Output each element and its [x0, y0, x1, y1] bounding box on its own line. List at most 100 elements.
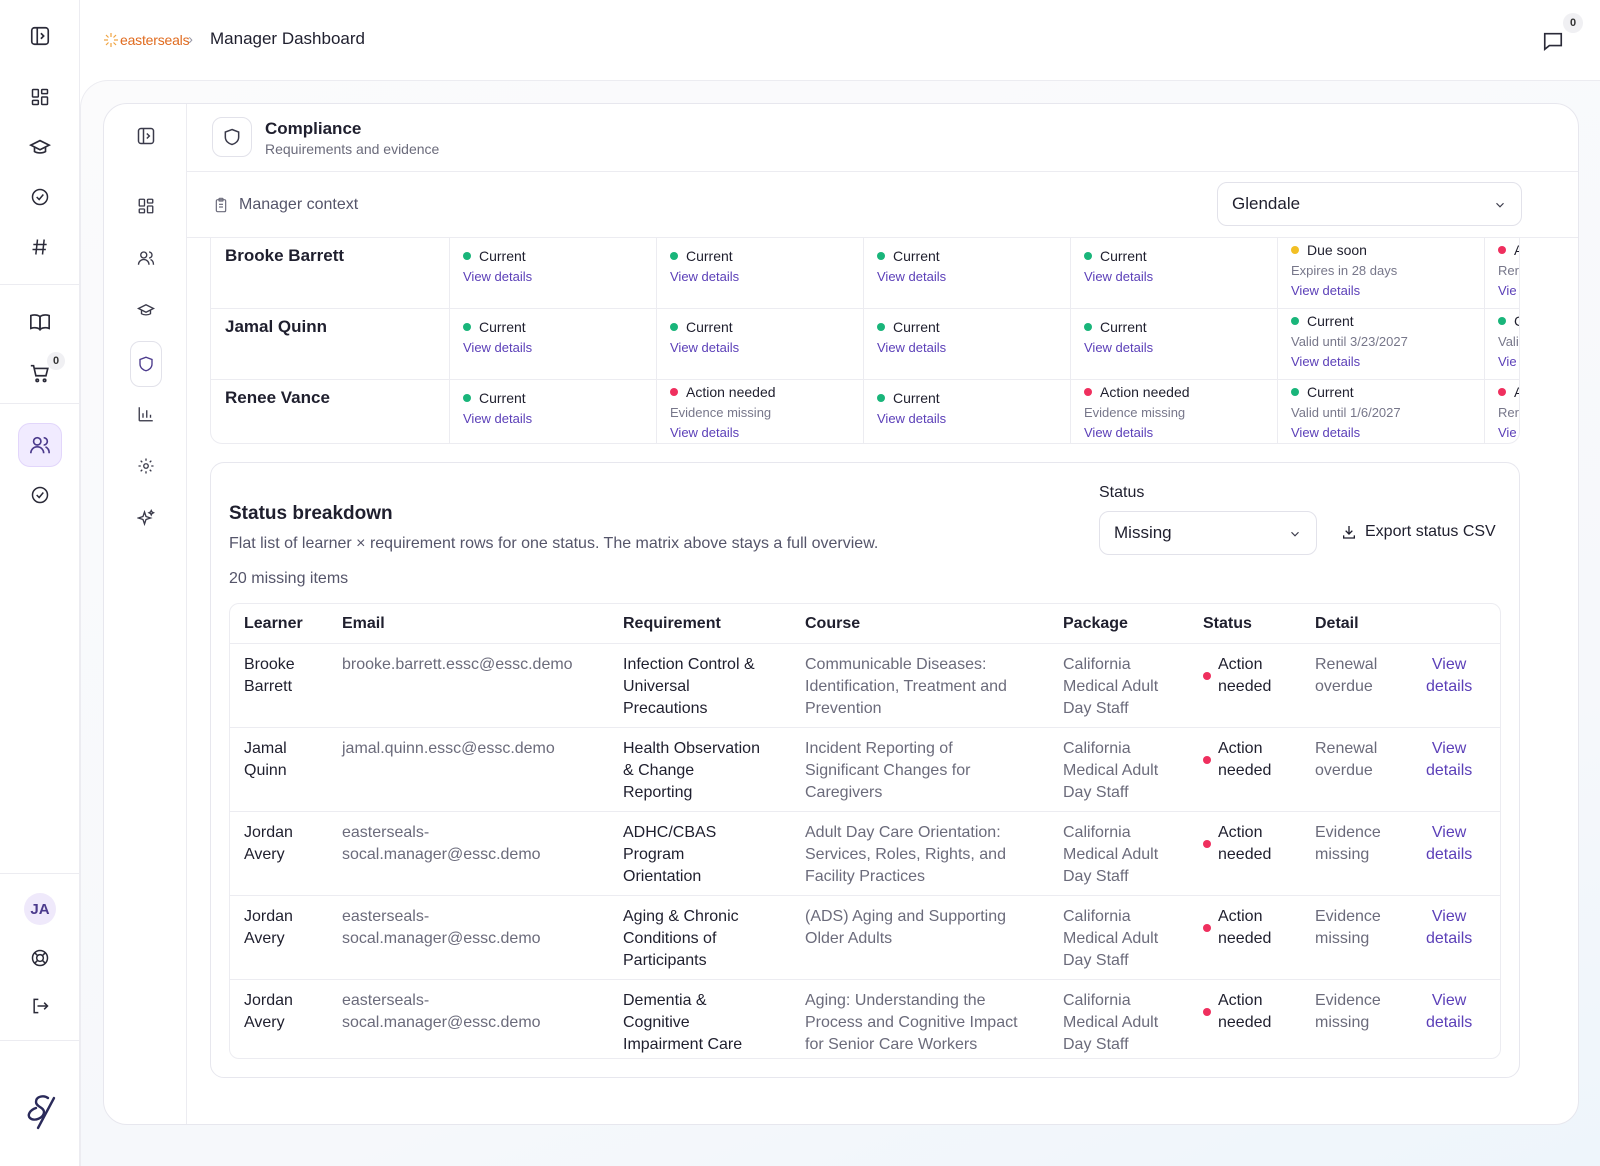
- matrix-cell: C Vali Vie: [1484, 309, 1519, 380]
- manager-context-label: Manager context: [239, 196, 359, 213]
- sidebar-toggle-icon[interactable]: [130, 120, 162, 152]
- users-icon[interactable]: [130, 242, 162, 274]
- dashboard-icon[interactable]: [20, 77, 60, 117]
- gear-icon[interactable]: [130, 450, 162, 482]
- cell-package: California Medical Adult Day Staff: [1063, 654, 1158, 720]
- chart-icon[interactable]: [130, 398, 162, 430]
- column-header[interactable]: Learner: [244, 615, 303, 632]
- status-text: Action needed: [686, 384, 776, 400]
- status-label: Action needed: [1084, 384, 1277, 400]
- export-csv-button[interactable]: Export status CSV: [1341, 523, 1496, 541]
- check-circle-icon[interactable]: [20, 475, 60, 515]
- view-details-link[interactable]: View details: [1084, 425, 1154, 440]
- column-header[interactable]: Status: [1203, 615, 1252, 632]
- view-details-link[interactable]: View details: [1426, 822, 1472, 866]
- cell-line: details: [1426, 930, 1473, 947]
- shield-icon: [212, 117, 252, 157]
- view-details-link[interactable]: Vie: [1498, 354, 1517, 369]
- users-icon[interactable]: [18, 423, 62, 467]
- book-icon[interactable]: [20, 302, 60, 342]
- cell-line: Facility Practices: [805, 868, 926, 885]
- view-details-link[interactable]: View details: [670, 425, 740, 440]
- cell-line: Medical Adult: [1063, 930, 1159, 947]
- view-details-link[interactable]: View details: [463, 411, 533, 426]
- logout-icon[interactable]: [20, 986, 60, 1026]
- dashboard-icon[interactable]: [130, 190, 162, 222]
- check-circle-icon[interactable]: [20, 177, 60, 217]
- view-details-link[interactable]: Vie: [1498, 425, 1517, 440]
- matrix-cell: Current View details: [863, 238, 1070, 309]
- cart-icon[interactable]: [20, 353, 60, 393]
- cell-line: Medical Adult: [1063, 678, 1159, 695]
- graduation-cap-icon[interactable]: [20, 127, 60, 167]
- sun-icon: [104, 33, 118, 47]
- status-text: Current: [893, 248, 940, 264]
- cell-line: details: [1426, 1014, 1473, 1031]
- matrix-row: Brooke Barrett Current View details Current…: [211, 238, 1519, 309]
- rail-divider: [0, 1040, 80, 1041]
- status-detail: Rer: [1498, 263, 1519, 278]
- hash-icon[interactable]: [20, 227, 60, 267]
- view-details-link[interactable]: View details: [1426, 654, 1472, 698]
- location-select[interactable]: Glendale: [1217, 182, 1522, 226]
- view-details-link[interactable]: View details: [463, 269, 533, 284]
- status-text: Current: [686, 248, 733, 264]
- view-details-link[interactable]: View details: [1084, 340, 1154, 355]
- status-dot: [463, 323, 471, 331]
- cell-line: Avery: [244, 1014, 285, 1031]
- cell-line: overdue: [1315, 678, 1373, 695]
- cell-line: overdue: [1315, 762, 1373, 779]
- cell-line: easterseals-: [342, 908, 430, 925]
- view-details-link[interactable]: View details: [1426, 990, 1472, 1034]
- avatar[interactable]: JA: [24, 893, 56, 925]
- cell-line: Evidence: [1315, 908, 1381, 925]
- view-details-link[interactable]: View details: [877, 411, 947, 426]
- chevron-down-icon: [1493, 198, 1507, 212]
- view-details-link[interactable]: View details: [1084, 269, 1154, 284]
- view-details-link[interactable]: View details: [1291, 354, 1361, 369]
- status-dot: [1084, 388, 1092, 396]
- column-header[interactable]: Detail: [1315, 615, 1359, 632]
- status-detail: Vali: [1498, 334, 1519, 349]
- view-details-link[interactable]: View details: [877, 269, 947, 284]
- status-breakdown-card: Status breakdown Flat list of learner × …: [210, 462, 1520, 1078]
- help-icon[interactable]: [20, 938, 60, 978]
- view-details-link[interactable]: Vie: [1498, 283, 1517, 298]
- shield-icon[interactable]: [130, 341, 162, 387]
- cell-line: View: [1431, 908, 1467, 925]
- cell-line: brooke.barrett.essc@essc.demo: [342, 656, 573, 673]
- column-header[interactable]: Package: [1063, 615, 1128, 632]
- message-badge: 0: [1563, 13, 1583, 33]
- sparkle-icon[interactable]: [130, 502, 162, 534]
- cell-line: easterseals-: [342, 992, 430, 1009]
- view-details-link[interactable]: View details: [463, 340, 533, 355]
- column-header[interactable]: Course: [805, 615, 861, 632]
- status-label: Current: [877, 390, 1070, 406]
- view-details-link[interactable]: View details: [877, 340, 947, 355]
- message-icon[interactable]: [1542, 30, 1564, 52]
- view-details-link[interactable]: View details: [1291, 283, 1361, 298]
- view-details-link[interactable]: View details: [1426, 738, 1472, 782]
- status-filter-select[interactable]: Missing: [1099, 511, 1317, 555]
- graduation-cap-icon[interactable]: [130, 294, 162, 326]
- learner-name: Brooke Barrett: [225, 246, 345, 265]
- status-text: Current: [479, 319, 526, 335]
- status-dot: [1084, 323, 1092, 331]
- status-label: A: [1498, 242, 1519, 258]
- status-label: Current: [1291, 313, 1484, 329]
- view-details-link[interactable]: View details: [670, 340, 740, 355]
- brand-logo[interactable]: easterseals: [104, 28, 190, 52]
- status-dot: [463, 394, 471, 402]
- cell-requirement: Dementia & Cognitive Impairment Care: [623, 990, 742, 1056]
- page-title: Manager Dashboard: [210, 29, 365, 48]
- status-text: A: [1514, 242, 1519, 258]
- view-details-link[interactable]: View details: [1291, 425, 1361, 440]
- column-header[interactable]: Email: [342, 615, 385, 632]
- view-details-link[interactable]: View details: [670, 269, 740, 284]
- view-details-link[interactable]: View details: [1426, 906, 1472, 950]
- sidebar-toggle-icon[interactable]: [20, 16, 60, 56]
- cell-line: Action: [1218, 824, 1263, 841]
- status-dot: [1291, 246, 1299, 254]
- cell-status: Action needed: [1218, 906, 1271, 950]
- column-header[interactable]: Requirement: [623, 615, 721, 632]
